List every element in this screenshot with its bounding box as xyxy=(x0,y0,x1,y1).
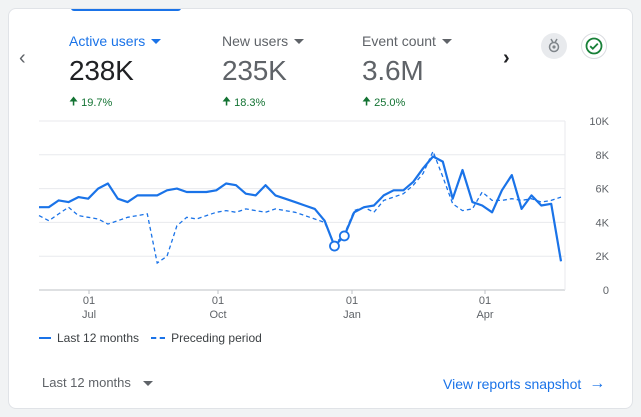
insight-badge-icon[interactable] xyxy=(541,33,567,59)
chart-grid xyxy=(39,120,566,291)
series-markers xyxy=(329,230,350,252)
y-tick-label: 8K xyxy=(596,150,610,162)
legend-swatch-solid xyxy=(39,337,51,339)
metric-label: Active users xyxy=(69,33,162,49)
x-axis-ticks: 01 Jul 01 Oct 01 Jan 01 Apr xyxy=(82,290,494,321)
caret-down-icon xyxy=(142,380,153,386)
chart-legend: Last 12 months Preceding period xyxy=(39,331,262,345)
x-tick-sublabel: Apr xyxy=(476,309,493,321)
arrow-right-icon: → xyxy=(589,375,606,392)
y-tick-label: 4K xyxy=(596,217,610,229)
metric-change: 🠉 18.3% xyxy=(222,93,304,112)
metric-label-text: Active users xyxy=(69,33,146,49)
x-tick-label: 01 xyxy=(346,295,358,307)
x-tick-label: 01 xyxy=(212,295,224,307)
date-range-select[interactable]: Last 12 months xyxy=(42,375,153,390)
caret-down-icon xyxy=(151,39,162,44)
y-tick-label: 0 xyxy=(603,285,609,297)
x-tick-label: 01 xyxy=(479,295,491,307)
arrow-up-icon: 🠉 xyxy=(69,96,79,108)
metric-label-text: Event count xyxy=(362,33,436,49)
series-line-preceding-period xyxy=(38,149,562,265)
metric-label: New users xyxy=(222,33,305,49)
legend-swatch-dashed xyxy=(151,337,166,339)
chevron-left-icon[interactable]: ‹ xyxy=(19,47,26,69)
view-reports-snapshot-link[interactable]: View reports snapshot → xyxy=(443,375,605,393)
y-tick-label: 6K xyxy=(596,184,610,196)
metric-label-text: New users xyxy=(222,33,289,49)
x-tick-sublabel: Jul xyxy=(82,309,96,321)
date-range-label: Last 12 months xyxy=(42,375,131,390)
y-axis-ticks: 10K 8K 6K 4K 2K 0 xyxy=(589,116,609,297)
x-tick-sublabel: Jan xyxy=(343,309,361,321)
overview-card: ‹ Active users 238K 🠉 19.7% New users 23… xyxy=(8,8,633,409)
metric-tab-new-users[interactable]: New users 235K 🠉 18.3% xyxy=(222,33,305,112)
caret-down-icon xyxy=(294,39,305,44)
metric-label: Event count xyxy=(362,33,452,49)
caret-down-icon xyxy=(441,39,452,44)
snapshot-link-text: View reports snapshot xyxy=(443,376,582,392)
card-top-accent xyxy=(71,9,181,11)
metric-change: 🠉 19.7% xyxy=(69,93,161,112)
series-line-last-12-months xyxy=(39,155,563,262)
metric-value: 238K xyxy=(69,55,134,86)
metric-change-value: 18.3% xyxy=(234,96,266,109)
metric-change: 🠉 25.0% xyxy=(362,93,452,112)
legend-label: Preceding period xyxy=(171,331,262,345)
data-point-marker xyxy=(338,230,350,242)
metric-tab-active-users[interactable]: Active users 238K 🠉 19.7% xyxy=(69,33,162,112)
data-point-marker xyxy=(329,240,340,252)
arrow-up-icon: 🠉 xyxy=(222,96,232,108)
x-tick-sublabel: Oct xyxy=(209,309,226,321)
check-circle-icon[interactable] xyxy=(581,33,607,59)
metric-value: 3.6M xyxy=(362,55,424,86)
legend-label: Last 12 months xyxy=(57,331,140,345)
metric-change-value: 25.0% xyxy=(374,96,406,109)
legend-item-preceding-period: Preceding period xyxy=(151,331,262,345)
legend-item-last-12-months: Last 12 months xyxy=(39,331,139,345)
y-tick-label: 2K xyxy=(596,251,610,263)
x-tick-label: 01 xyxy=(83,295,95,307)
y-tick-label: 10K xyxy=(589,116,609,128)
chevron-right-icon[interactable]: › xyxy=(503,47,510,69)
line-chart: 10K 8K 6K 4K 2K 0 01 Jul 01 Oct 01 Jan 01 Apr xyxy=(38,116,610,321)
arrow-up-icon: 🠉 xyxy=(362,96,372,108)
metric-value: 235K xyxy=(222,55,287,86)
metric-tab-event-count[interactable]: Event count 3.6M 🠉 25.0% xyxy=(362,33,452,112)
metric-change-value: 19.7% xyxy=(81,96,113,109)
